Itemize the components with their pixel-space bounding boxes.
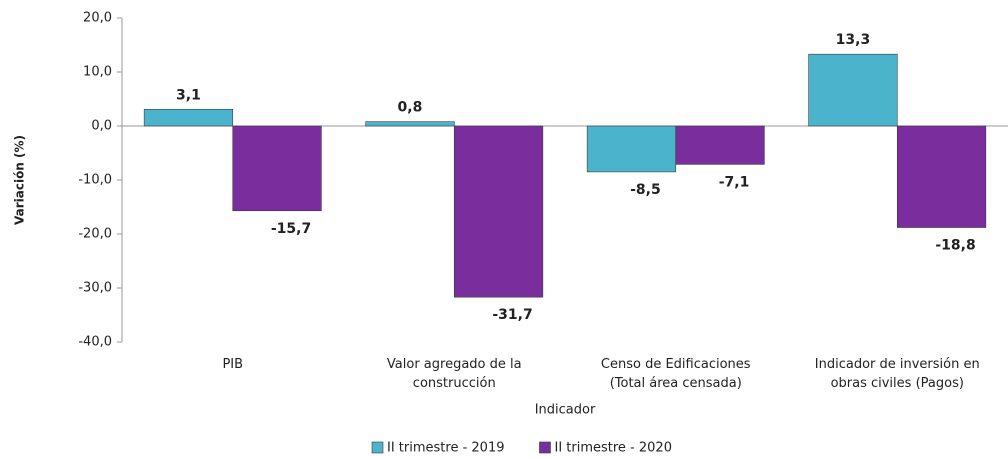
x-tick-label-line: construcción: [413, 376, 496, 391]
value-label: 13,3: [836, 32, 871, 48]
bar: [896, 125, 987, 228]
value-label: -7,1: [719, 174, 750, 190]
x-tick-label-line: PIB: [222, 357, 243, 372]
bar: [365, 121, 455, 127]
x-tick-label: PIB: [222, 357, 243, 372]
y-tick-label: -10,0: [78, 173, 112, 188]
y-axis-title: Variación (%): [13, 135, 27, 225]
value-label: -31,7: [492, 307, 532, 323]
y-tick-label: -40,0: [78, 335, 112, 350]
x-tick-label-line: (Total área censada): [610, 376, 742, 391]
bar: [143, 108, 234, 127]
x-tick-label-line: obras civiles (Pagos): [831, 376, 964, 391]
y-tick-label: 0,0: [91, 119, 112, 134]
bar: [453, 125, 544, 298]
x-tick-label: Indicador de inversión en obras civiles (…: [815, 357, 980, 391]
value-label: -18,8: [935, 238, 975, 254]
y-tick-label: 20,0: [83, 11, 112, 26]
legend-swatch: [371, 441, 384, 454]
y-tick-label: -20,0: [78, 227, 112, 242]
y-tick-label: -30,0: [78, 281, 112, 296]
x-tick-label: Censo de Edificaciones (Total área censad…: [601, 357, 751, 391]
bar: [808, 53, 898, 127]
legend-label: II trimestre - 2019: [387, 441, 504, 456]
legend-swatch: [539, 441, 551, 454]
bar: [232, 125, 322, 212]
value-label: -15,7: [271, 221, 311, 237]
bar: [675, 125, 765, 165]
bar: [586, 125, 677, 173]
x-tick-label: Valor agregado de la construcción: [387, 357, 522, 391]
value-label: 0,8: [398, 100, 423, 116]
x-tick-label-line: Valor agregado de la: [387, 357, 522, 372]
x-tick-label-line: Censo de Edificaciones: [601, 357, 751, 372]
y-tick-label: 10,0: [83, 65, 112, 80]
value-label: -8,5: [630, 182, 661, 198]
value-label: 3,1: [176, 87, 201, 103]
x-axis-title: Indicador: [535, 403, 596, 418]
legend-label: II trimestre - 2020: [554, 441, 671, 456]
x-tick-label-line: Indicador de inversión en: [815, 357, 980, 372]
